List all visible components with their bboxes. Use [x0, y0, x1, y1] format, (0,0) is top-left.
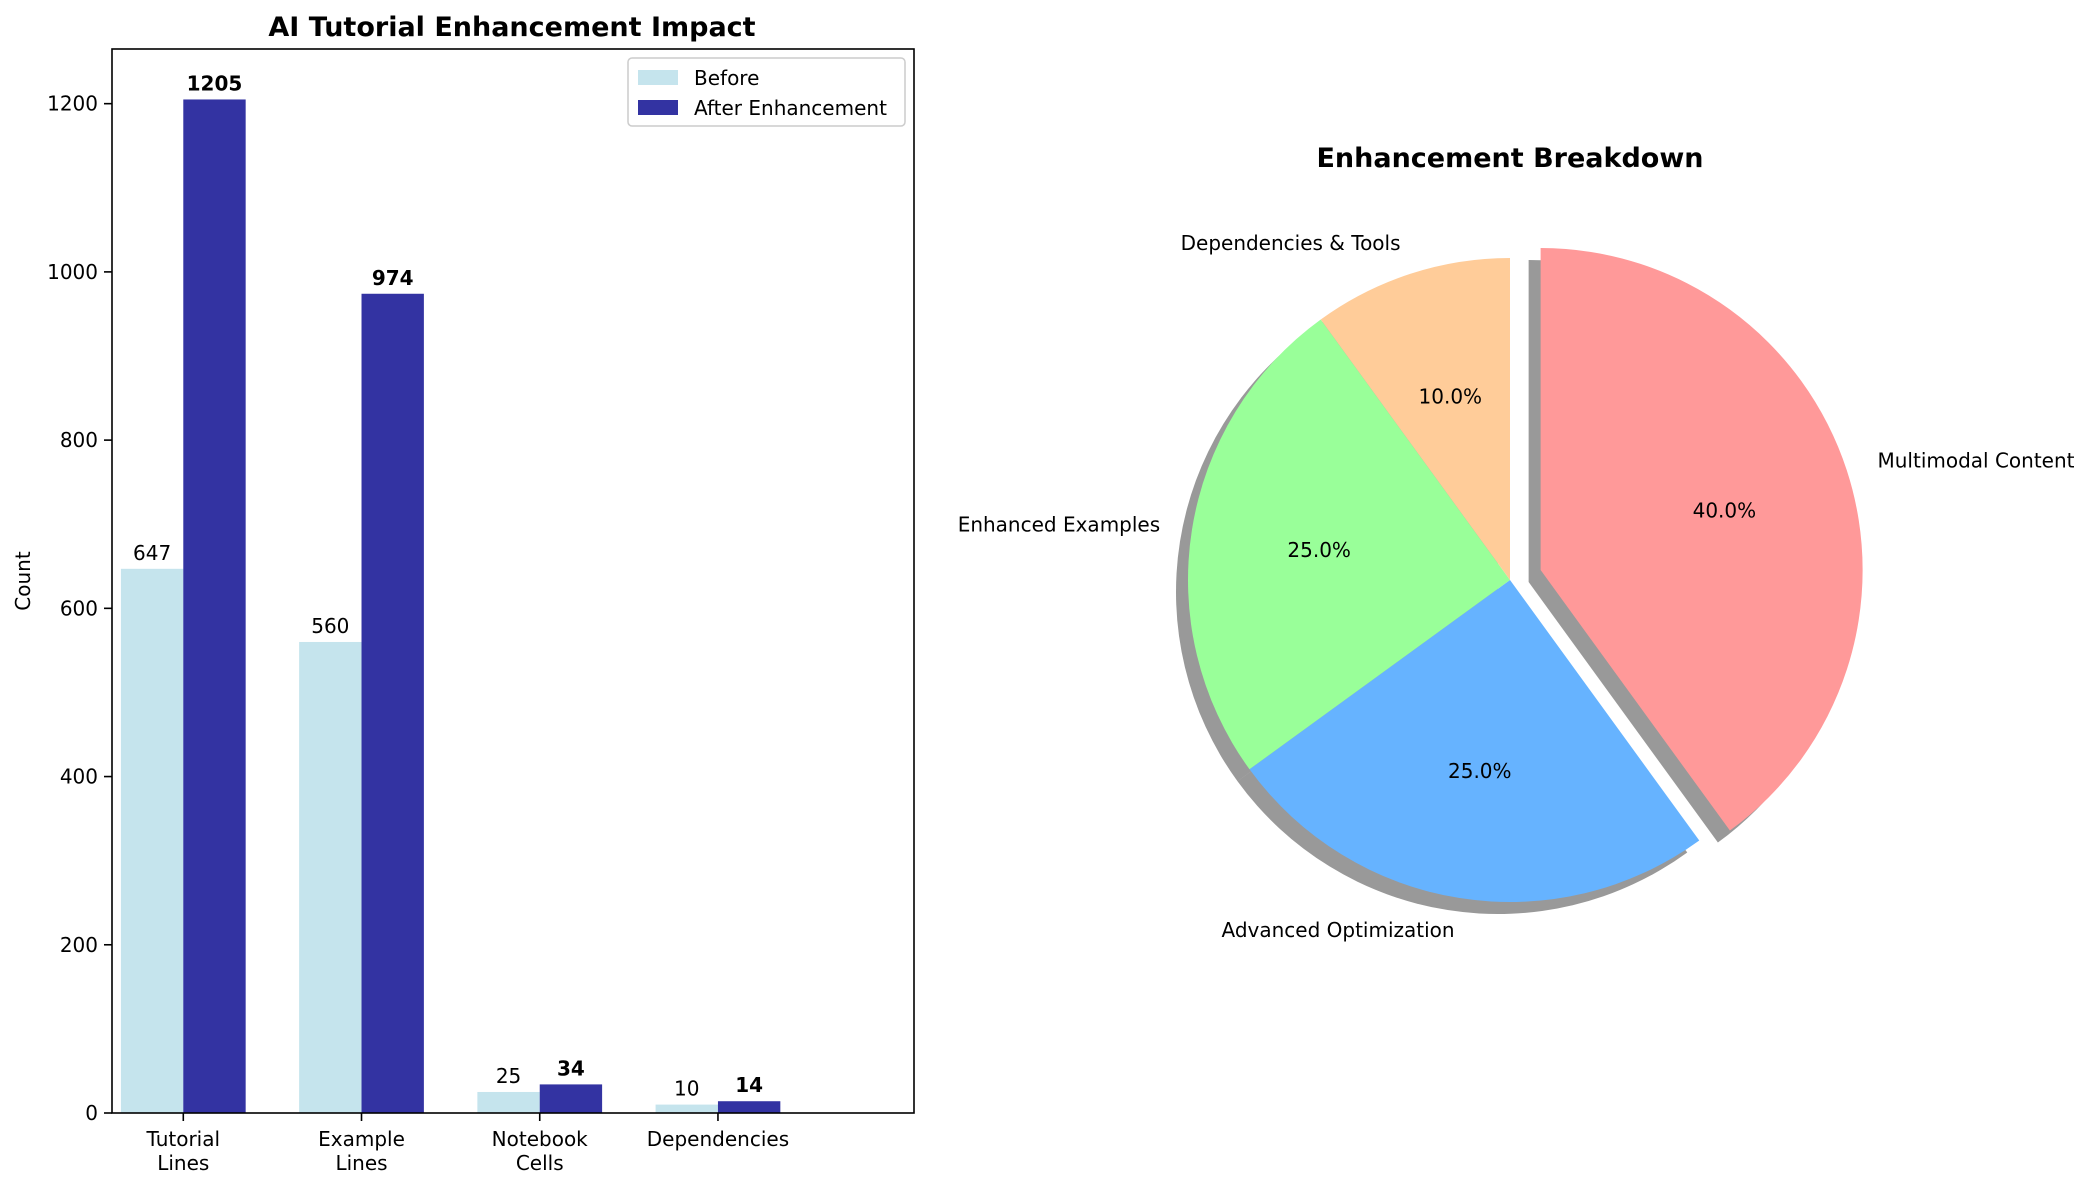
pie-percent-label: 40.0%	[1693, 498, 1757, 522]
bar-after	[183, 99, 246, 1113]
bar-value-label: 1205	[187, 71, 243, 95]
y-tick-label: 200	[60, 933, 98, 957]
pie-slice-label: Enhanced Examples	[958, 513, 1160, 537]
y-tick-label: 0	[85, 1101, 98, 1125]
x-axis-ticks: TutorialLinesExampleLinesNotebookCellsDe…	[146, 1113, 789, 1175]
bar-value-label: 25	[496, 1064, 521, 1088]
pie-percent-label: 25.0%	[1448, 759, 1512, 783]
y-tick-label: 600	[60, 596, 98, 620]
y-axis-ticks: 0 200 400 600 800 1000 1200	[47, 92, 112, 1125]
legend-box	[627, 57, 906, 127]
pie-slices	[1188, 248, 1863, 902]
bar-before	[120, 568, 184, 1113]
bar-value-label: 647	[133, 541, 171, 565]
pie-slice	[1540, 248, 1863, 831]
legend-label: Before	[694, 66, 759, 90]
pie-chart: Enhancement Breakdown 40.0% Multimodal Co…	[958, 143, 2075, 942]
x-tick-label: Tutorial	[146, 1127, 221, 1151]
bar-after	[539, 1084, 603, 1113]
pie-slice-label: Advanced Optimization	[1221, 918, 1454, 942]
pie-percent-label: 10.0%	[1419, 384, 1483, 408]
bar-value-label: 560	[311, 614, 349, 638]
pie-slice-label: Dependencies & Tools	[1181, 231, 1401, 255]
bar-chart-title: AI Tutorial Enhancement Impact	[268, 12, 755, 43]
x-tick-label: Example	[318, 1127, 405, 1151]
pie-slice	[1249, 580, 1700, 902]
legend: Before After Enhancement	[627, 57, 906, 127]
bar-series: 647 560 25 10 1205 974 34 14	[120, 71, 781, 1113]
pie-chart-title: Enhancement Breakdown	[1316, 143, 1703, 174]
y-tick-label: 400	[60, 765, 98, 789]
y-tick-label: 1000	[47, 260, 98, 284]
y-tick-label: 1200	[47, 92, 98, 116]
bar-before	[299, 641, 362, 1113]
bar-plot-frame	[111, 48, 915, 1114]
x-tick-label: Lines	[335, 1151, 387, 1175]
x-tick-label: Cells	[516, 1151, 564, 1175]
bar-after	[717, 1101, 781, 1113]
pie-labels: 40.0% Multimodal Content 25.0% Advanced Opt…	[958, 231, 2075, 942]
y-axis-label: Count	[11, 551, 35, 611]
bar-value-label: 34	[557, 1056, 585, 1080]
pie-slice	[1188, 319, 1510, 770]
bar-after	[361, 293, 424, 1113]
bar-before	[655, 1104, 718, 1113]
legend-swatch	[638, 100, 678, 115]
x-tick-label: Notebook	[492, 1127, 589, 1151]
bar-value-label: 974	[372, 266, 414, 290]
x-tick-label: Dependencies	[647, 1127, 789, 1151]
pie-slice	[1320, 258, 1510, 580]
y-tick-label: 800	[60, 428, 98, 452]
bar-value-label: 10	[674, 1077, 699, 1101]
pie-slice-label: Multimodal Content	[1877, 449, 2074, 473]
bar-chart: AI Tutorial Enhancement Impact Count 0 20…	[11, 12, 915, 1175]
legend-swatch	[638, 70, 678, 85]
bar-before	[477, 1091, 540, 1113]
legend-label: After Enhancement	[694, 96, 887, 120]
x-tick-label: Lines	[157, 1151, 209, 1175]
pie-percent-label: 25.0%	[1287, 538, 1351, 562]
bar-value-label: 14	[735, 1073, 763, 1097]
